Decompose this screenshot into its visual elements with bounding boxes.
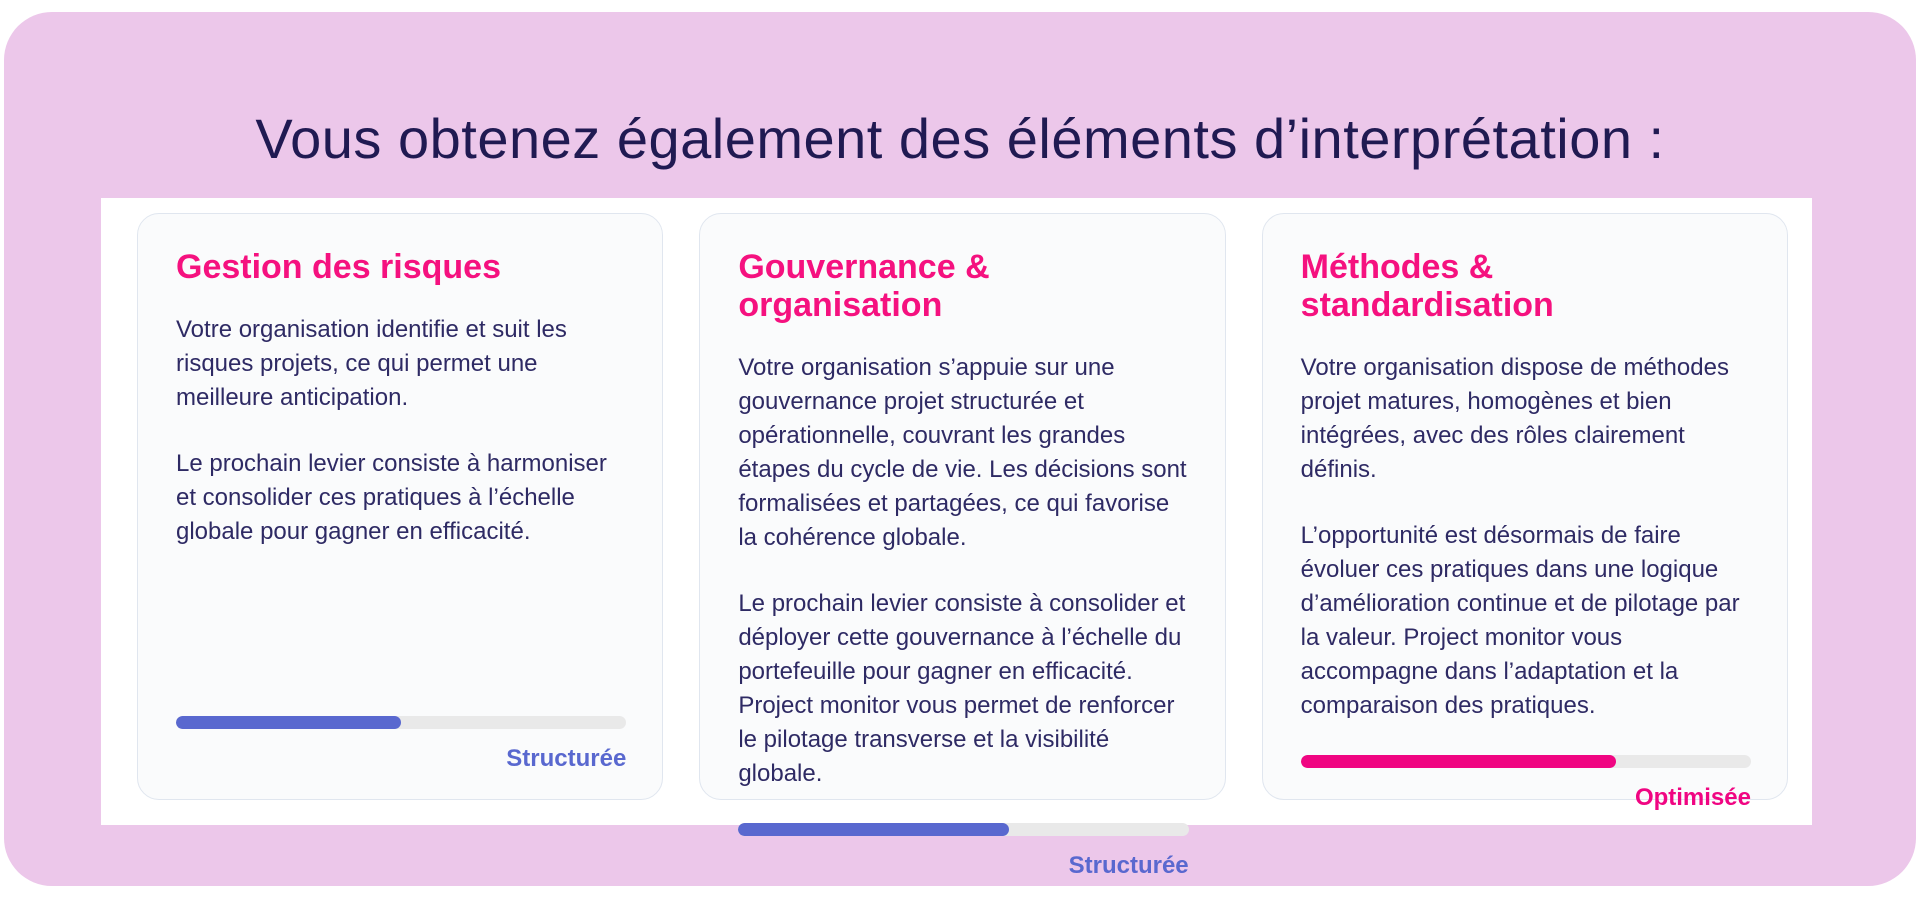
- card-paragraph: Le prochain levier consiste à consolider…: [738, 590, 1186, 787]
- maturity-level-label: Optimisée: [1634, 784, 1751, 811]
- card-heading: Méthodes & standardisation: [1300, 248, 1554, 324]
- card-paragraph: Le prochain levier consiste à harmoniser…: [176, 450, 607, 545]
- card-heading: Gouvernance & organisation: [738, 248, 990, 324]
- maturity-progress: Optimisée: [1300, 755, 1751, 812]
- page-title: Vous obtenez également des éléments d’in…: [255, 106, 1665, 170]
- progress-fill: [738, 823, 1009, 836]
- card-paragraph: Votre organisation identifie et suit les…: [176, 316, 567, 411]
- maturity-progress: Structurée: [176, 716, 627, 773]
- card-gouvernance-organisation: Gouvernance & organisation Votre organis…: [699, 213, 1226, 879]
- maturity-progress: Structurée: [738, 823, 1189, 880]
- maturity-level-label: Structurée: [1068, 852, 1189, 879]
- card-paragraph: Votre organisation dispose de méthodes p…: [1300, 354, 1729, 483]
- card-paragraph: Votre organisation s’appuie sur une gouv…: [738, 354, 1187, 551]
- progress-fill: [1300, 755, 1616, 768]
- maturity-level-label: Structurée: [506, 745, 627, 772]
- progress-track: [738, 823, 1189, 836]
- progress-track: [176, 716, 627, 729]
- card-heading: Gestion des risques: [176, 248, 501, 286]
- card-gestion-des-risques: Gestion des risques Votre organisation i…: [137, 213, 664, 800]
- progress-fill: [176, 716, 402, 729]
- cards-container: Gestion des risques Votre organisation i…: [101, 198, 1812, 879]
- card-methodes-standardisation: Méthodes & standardisation Votre organis…: [1261, 213, 1788, 811]
- progress-track: [1300, 755, 1751, 768]
- card-paragraph: L’opportunité est désormais de faire évo…: [1300, 522, 1740, 719]
